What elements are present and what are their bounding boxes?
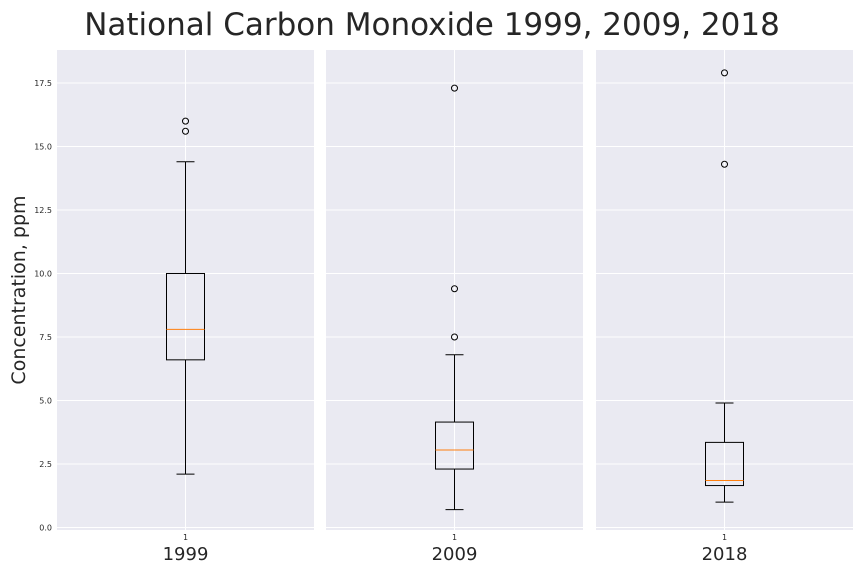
y-tick-label-2.5: 2.5 [39,460,52,469]
x-axis-label-2018: 2018 [702,544,748,565]
y-tick-label-0.0: 0.0 [39,523,52,532]
box-2018 [705,441,744,487]
box-1999 [166,272,205,361]
outlier-2018-0 [721,160,728,168]
y-tick-label-17.5: 17.5 [34,79,52,88]
x-tick-label-2018: 1 [722,533,727,542]
y-tick-label-7.5: 7.5 [39,333,52,342]
x-tick-label-1999: 1 [183,533,188,542]
outlier-1999-0 [182,127,189,135]
chart-title: National Carbon Monoxide 1999, 2009, 201… [84,7,780,43]
y-tick-label-5.0: 5.0 [39,396,52,405]
x-axis-label-1999: 1999 [163,544,209,565]
outlier-2009-1 [451,285,458,293]
outlier-2009-2 [451,84,458,92]
y-tick-label-15.0: 15.0 [34,143,52,152]
panels-group: 0.0 2.5 5.0 7.5 10.0 12.5 15.0 17.5 1 1999 1 2009 1 2… [34,50,853,565]
box-2009 [435,421,474,470]
y-axis-label: Concentration, ppm [8,195,30,384]
outlier-2009-0 [451,333,458,341]
outlier-2018-1 [721,69,728,77]
y-tick-label-12.5: 12.5 [34,206,52,215]
x-axis-label-2009: 2009 [432,544,478,565]
outlier-1999-1 [182,117,189,125]
y-tick-label-10.0: 10.0 [34,269,52,278]
x-tick-label-2009: 1 [452,533,457,542]
